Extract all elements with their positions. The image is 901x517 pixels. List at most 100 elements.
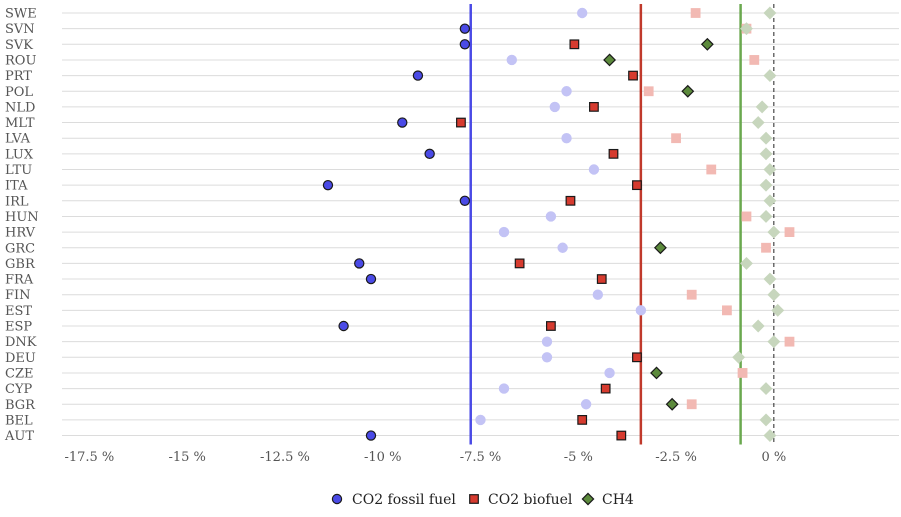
x-tick-label-1: -15 % <box>168 450 205 465</box>
x-tick-label-2: -12.5 % <box>260 450 310 465</box>
category-label-ita: ITA <box>5 179 28 194</box>
point-co2-biofuel-irl <box>565 195 576 206</box>
point-co2-fossil-fuel-bel <box>475 414 486 426</box>
category-label-lux: LUX <box>5 147 34 162</box>
point-ch4-grc <box>653 241 667 255</box>
point-co2-biofuel-rou <box>749 55 760 65</box>
legend-item-ch4[interactable]: CH4 <box>581 492 634 508</box>
series-ch4 <box>603 6 785 442</box>
point-co2-fossil-fuel-ita <box>322 179 334 191</box>
point-ch4-cze <box>650 366 663 380</box>
point-co2-fossil-fuel-fra <box>365 273 377 285</box>
legend[interactable]: CO2 fossil fuel CO2 biofuel CH4 <box>331 492 634 508</box>
point-co2-fossil-fuel-nld <box>549 101 561 113</box>
point-ch4-fra <box>763 272 777 286</box>
point-co2-fossil-fuel-svn <box>459 23 471 34</box>
x-tick-label-5: -5 % <box>564 450 593 465</box>
point-co2-biofuel-esp <box>546 321 556 331</box>
point-co2-fossil-fuel-hun <box>545 211 557 222</box>
point-co2-fossil-fuel-svk <box>459 39 471 50</box>
legend-item-co2-fossil-fuel[interactable]: CO2 fossil fuel <box>331 492 456 508</box>
point-co2-biofuel-mlt <box>456 117 466 128</box>
point-co2-fossil-fuel-grc <box>557 242 568 253</box>
point-co2-fossil-fuel-ltu <box>588 164 600 175</box>
point-co2-biofuel-bel <box>577 415 588 425</box>
point-co2-biofuel-hun <box>741 211 752 222</box>
category-label-aut: AUT <box>4 429 34 444</box>
point-ch4-lux <box>759 147 773 161</box>
point-co2-biofuel-fin <box>686 289 697 300</box>
category-label-ltu: LTU <box>5 163 32 178</box>
point-ch4-svn <box>740 22 753 36</box>
point-co2-biofuel-grc <box>761 242 771 253</box>
category-label-hun: HUN <box>5 210 39 225</box>
point-co2-fossil-fuel-mlt <box>397 117 408 128</box>
reference-lines <box>469 4 775 445</box>
point-ch4-rou <box>603 53 617 67</box>
category-label-swe: SWE <box>5 7 37 22</box>
point-ch4-nld <box>755 100 769 114</box>
point-ch4-est <box>771 303 785 317</box>
point-co2-fossil-fuel-cze <box>604 367 615 379</box>
point-ch4-ltu <box>763 163 777 176</box>
category-label-rou: ROU <box>5 53 36 68</box>
point-ch4-svk <box>700 37 714 51</box>
point-co2-fossil-fuel-dnk <box>541 336 553 347</box>
point-co2-biofuel-ltu <box>706 164 717 175</box>
category-label-lva: LVA <box>5 132 31 147</box>
point-co2-fossil-fuel-cyp <box>498 383 510 394</box>
point-co2-biofuel-bgr <box>686 399 697 410</box>
category-label-est: EST <box>5 304 32 319</box>
point-co2-biofuel-aut <box>616 430 627 441</box>
point-ch4-dnk <box>767 335 781 349</box>
legend-label-co2-biofuel: CO2 biofuel <box>488 492 573 508</box>
x-tick-label-4: -7.5 % <box>460 450 502 465</box>
point-ch4-pol <box>681 84 695 98</box>
point-co2-biofuel-svk <box>569 39 580 50</box>
category-label-fin: FIN <box>5 288 31 303</box>
point-co2-biofuel-swe <box>690 8 701 18</box>
legend-marker-ch4 <box>581 492 595 506</box>
point-ch4-ita <box>759 178 773 192</box>
point-co2-fossil-fuel-irl <box>459 195 471 206</box>
category-label-bel: BEL <box>5 413 33 428</box>
point-co2-fossil-fuel-hrv <box>498 226 510 238</box>
point-co2-fossil-fuel-pol <box>561 86 572 97</box>
category-label-irl: IRL <box>5 194 29 209</box>
point-co2-fossil-fuel-bgr <box>580 399 592 410</box>
grid-lines <box>62 12 899 437</box>
point-ch4-bgr <box>665 397 679 411</box>
category-label-cze: CZE <box>5 366 33 381</box>
x-tick-label-6: -2.5 % <box>655 450 697 465</box>
point-ch4-aut <box>763 429 777 442</box>
point-co2-fossil-fuel-aut <box>365 430 377 441</box>
category-label-nld: NLD <box>5 100 35 115</box>
x-tick-label-3: -10 % <box>364 450 401 465</box>
point-ch4-irl <box>763 194 777 208</box>
point-co2-fossil-fuel-fin <box>592 289 604 300</box>
point-ch4-hun <box>759 210 773 223</box>
category-label-hrv: HRV <box>5 226 36 241</box>
category-label-cyp: CYP <box>5 382 33 397</box>
legend-label-ch4: CH4 <box>602 492 634 508</box>
legend-item-co2-biofuel[interactable]: CO2 biofuel <box>469 492 573 508</box>
point-co2-biofuel-deu <box>632 352 642 363</box>
point-co2-fossil-fuel-swe <box>576 7 588 19</box>
category-label-dnk: DNK <box>5 335 37 350</box>
point-ch4-gbr <box>740 256 753 270</box>
category-label-fra: FRA <box>5 273 34 288</box>
point-ch4-prt <box>763 69 777 83</box>
point-co2-biofuel-cyp <box>600 383 611 394</box>
point-ch4-hrv <box>767 225 781 239</box>
point-co2-fossil-fuel-gbr <box>354 258 365 269</box>
point-ch4-swe <box>763 6 777 20</box>
category-label-bgr: BGR <box>5 398 36 413</box>
data-points <box>322 6 795 442</box>
series-co2-fossil-fuel <box>322 7 647 441</box>
category-label-grc: GRC <box>5 241 35 256</box>
category-label-esp: ESP <box>5 320 32 335</box>
x-axis-ticks: -17.5 % -15 % -12.5 % -10 % -7.5 % -5 % -2.5 %… <box>64 450 786 465</box>
category-label-mlt: MLT <box>5 116 35 131</box>
x-tick-label-0: -17.5 % <box>64 450 114 465</box>
legend-marker-co2-biofuel <box>469 494 479 504</box>
